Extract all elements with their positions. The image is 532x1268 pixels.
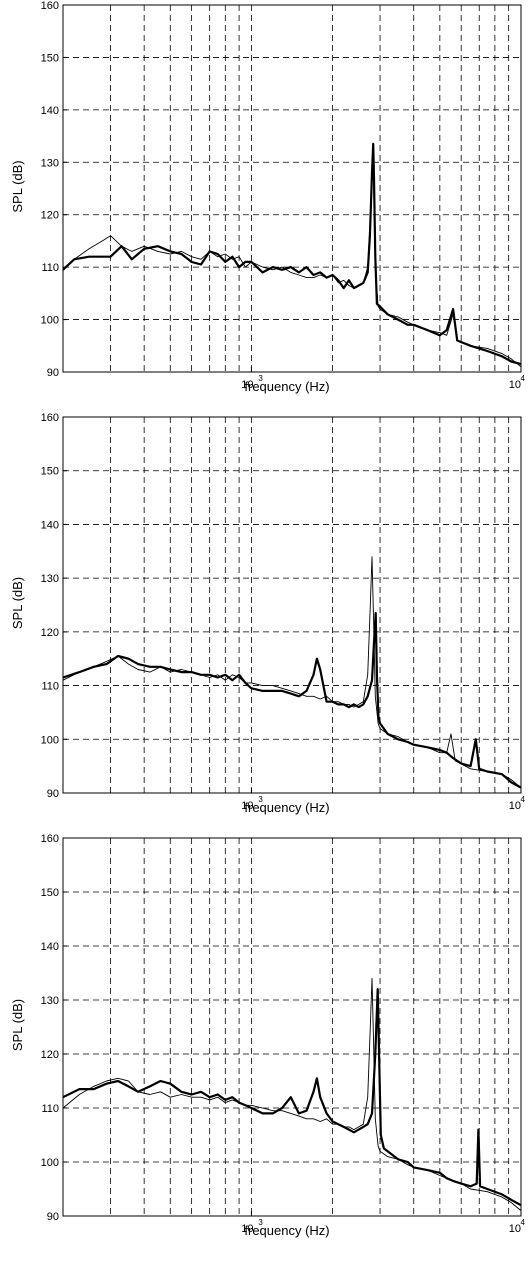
x-tick-base: 10 (509, 800, 521, 812)
y-tick-label: 130 (41, 157, 59, 169)
x-axis-label: frequency (Hz) (244, 1223, 329, 1238)
x-tick-base: 10 (241, 1223, 253, 1235)
series-line-thin (62, 977, 522, 1211)
x-tick-label: 10 3 (241, 1218, 263, 1235)
plot-frame (62, 4, 522, 373)
y-tick-label: 100 (41, 734, 59, 746)
x-tick-exponent: 4 (521, 795, 526, 804)
series-line-thick (62, 988, 522, 1207)
x-tick-label: 104 (509, 374, 526, 391)
x-tick-exponent: 4 (521, 374, 526, 383)
y-tick-label: 110 (41, 1103, 59, 1115)
y-tick-label: 110 (41, 262, 59, 274)
y-tick-label: 150 (41, 466, 59, 478)
y-tick-label: 90 (47, 1211, 59, 1223)
y-tick-label: 120 (41, 627, 59, 639)
y-tick-label: 130 (41, 995, 59, 1007)
y-tick-label: 120 (41, 210, 59, 222)
y-axis-label: SPL (dB) (10, 577, 25, 629)
x-axis-label: frequency (Hz) (244, 379, 329, 394)
y-tick-label: 90 (47, 788, 59, 800)
y-tick-label: 160 (41, 0, 59, 12)
x-tick-exponent: 4 (521, 1218, 526, 1227)
x-tick-label: 104 (509, 1218, 526, 1235)
x-tick-exponent: 3 (258, 374, 263, 383)
series-line-thin (62, 156, 522, 368)
y-tick-label: 130 (41, 573, 59, 585)
x-tick-label: 10 3 (241, 374, 263, 391)
x-tick-base: 10 (509, 1223, 521, 1235)
y-tick-label: 140 (41, 105, 59, 117)
y-tick-label: 150 (41, 887, 59, 899)
series-line-thin (62, 556, 522, 788)
x-tick-base: 10 (241, 800, 253, 812)
y-axis-label: SPL (dB) (10, 160, 25, 212)
y-tick-label: 150 (41, 52, 59, 64)
y-tick-label: 110 (41, 681, 59, 693)
y-axis-label: SPL (dB) (10, 999, 25, 1051)
series-line-thick (62, 142, 522, 366)
y-tick-label: 100 (41, 1157, 59, 1169)
x-tick-label: 104 (509, 795, 526, 812)
y-tick-label: 160 (41, 412, 59, 424)
y-tick-label: 160 (41, 833, 59, 845)
x-tick-exponent: 3 (258, 795, 263, 804)
plot-frame (62, 837, 522, 1217)
x-tick-base: 10 (509, 379, 521, 391)
x-axis-label: frequency (Hz) (244, 800, 329, 815)
y-tick-label: 90 (47, 367, 59, 379)
y-tick-label: 120 (41, 1049, 59, 1061)
plot-frame (62, 416, 522, 794)
y-tick-label: 140 (41, 941, 59, 953)
x-tick-exponent: 3 (258, 1218, 263, 1227)
y-tick-label: 140 (41, 519, 59, 531)
series-line-thick (62, 612, 522, 789)
y-tick-label: 100 (41, 315, 59, 327)
x-tick-base: 10 (241, 379, 253, 391)
x-tick-label: 10 3 (241, 795, 263, 812)
